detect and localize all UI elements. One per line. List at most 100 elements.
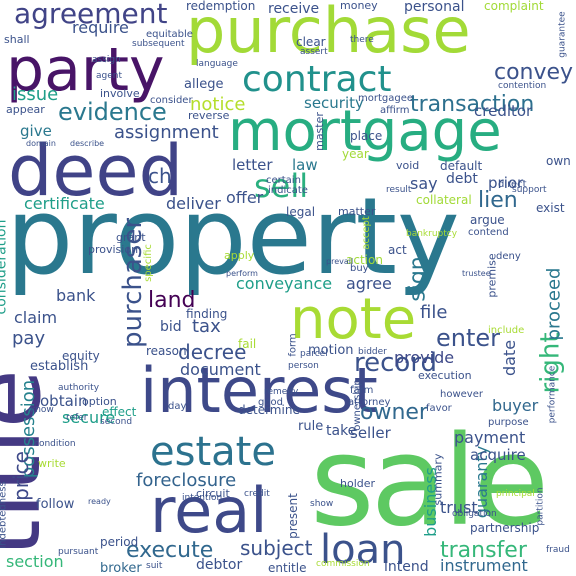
word-there: there [350, 35, 374, 45]
word-fail: fail [238, 337, 257, 351]
word-deliver: deliver [166, 194, 221, 213]
word-period: period [100, 535, 139, 549]
word-fraud: fraud [546, 545, 570, 555]
word-assignment: assignment [114, 122, 219, 143]
word-finding: finding [186, 307, 228, 321]
word-record: record [354, 348, 438, 378]
word-bank: bank [56, 286, 96, 305]
word-pursuant: pursuant [58, 547, 99, 557]
word-accept: accept [360, 216, 372, 250]
word-good: good [258, 397, 283, 408]
word-section: section [6, 552, 64, 571]
word-void: void [396, 159, 420, 172]
word-acquire: acquire [470, 446, 526, 464]
word-direct: direct [498, 179, 527, 190]
word-seller: seller [350, 424, 391, 442]
word-reverse: reverse [188, 109, 230, 122]
word-legal: legal [286, 205, 316, 219]
word-file: file [420, 302, 448, 323]
word-commission: commission [316, 559, 370, 569]
word-assign: assign [92, 55, 121, 65]
word-execute: execute [126, 538, 214, 563]
word-personal: personal [404, 0, 465, 15]
word-equitable: equitable [146, 29, 193, 40]
word-day: day [168, 401, 187, 412]
word-principal: principal [496, 489, 535, 499]
word-matter: matter [338, 205, 376, 218]
word-own: own [546, 154, 571, 168]
word-agree: agree [346, 274, 392, 293]
word-execution: execution [418, 369, 472, 382]
word-specific: specific [142, 244, 154, 282]
word-take: take [326, 423, 357, 439]
word-form: form [287, 333, 299, 357]
word-sell: sell [254, 167, 309, 205]
word-partition: partition [535, 487, 546, 526]
word-mortgagee: mortgagee [358, 93, 414, 104]
word-prevail: prevail [326, 257, 354, 266]
word-transaction: transaction [410, 92, 535, 117]
word-appear: appear [6, 103, 45, 116]
word-performance: performance [547, 365, 558, 424]
word-foreclosure: foreclosure [136, 470, 237, 491]
word-provide: provide [394, 348, 455, 367]
word-intend: intend [384, 559, 429, 575]
word-remedy: remedy [264, 387, 299, 397]
word-bid: bid [160, 319, 182, 335]
word-creditor: creditor [474, 102, 533, 120]
word-assert: assert [300, 47, 328, 57]
word-consideration: consideration [0, 219, 10, 315]
word-lien: lien [478, 188, 518, 213]
word-letter: letter [232, 156, 273, 174]
word-agent: agent [96, 71, 122, 81]
word-prior: prior [488, 174, 524, 192]
word-ready: ready [88, 497, 111, 506]
word-authority: authority [58, 383, 100, 393]
word-note: note [290, 287, 417, 352]
word-redemption: redemption [186, 0, 256, 13]
word-result: result [386, 185, 412, 195]
word-collateral: collateral [416, 193, 472, 207]
word-rule: rule [298, 419, 324, 434]
word-default: default [440, 159, 483, 173]
word-transfer: transfer [440, 538, 527, 563]
word-perform: perform [226, 269, 258, 278]
word-sale: sale [310, 410, 549, 554]
word-give: give [20, 122, 52, 140]
word-offer: offer [226, 188, 264, 207]
word-debt: debt [446, 171, 478, 187]
word-notice: notice [190, 94, 246, 115]
word-establish: establish [30, 359, 89, 374]
word-subject: subject [240, 536, 313, 560]
word-option: option [82, 395, 117, 408]
word-reason: reason [146, 344, 187, 358]
word-person: person [288, 361, 319, 371]
word-condition: condition [34, 439, 76, 449]
word-suit: suit [146, 561, 163, 571]
word-buyer: buyer [492, 396, 539, 415]
word-estate: estate [150, 429, 276, 475]
word-shall: shall [4, 33, 30, 46]
word-enter: enter [436, 324, 501, 352]
word-decree: decree [178, 340, 247, 364]
word-follow: follow [36, 497, 75, 512]
word-describe: describe [70, 139, 105, 148]
word-trust: trust [440, 498, 478, 517]
word-contend: contend [468, 227, 509, 238]
word-proceed: proceed [543, 267, 565, 341]
word-trustee: trustee [462, 269, 491, 278]
word-affirm: affirm [380, 105, 410, 116]
word-owner: owner [360, 400, 428, 425]
word-loan: loan [320, 527, 406, 573]
word-exist: exist [536, 201, 565, 215]
word-allege: allege [184, 77, 224, 92]
word-however: however [440, 389, 483, 400]
word-act: act [388, 243, 407, 257]
word-write: write [38, 457, 66, 470]
word-deny: deny [496, 251, 521, 262]
word-obligation: obligation [452, 509, 497, 519]
word-issue: issue [12, 84, 59, 105]
word-entitle: entitle [268, 561, 307, 575]
word-property: property [6, 175, 460, 298]
